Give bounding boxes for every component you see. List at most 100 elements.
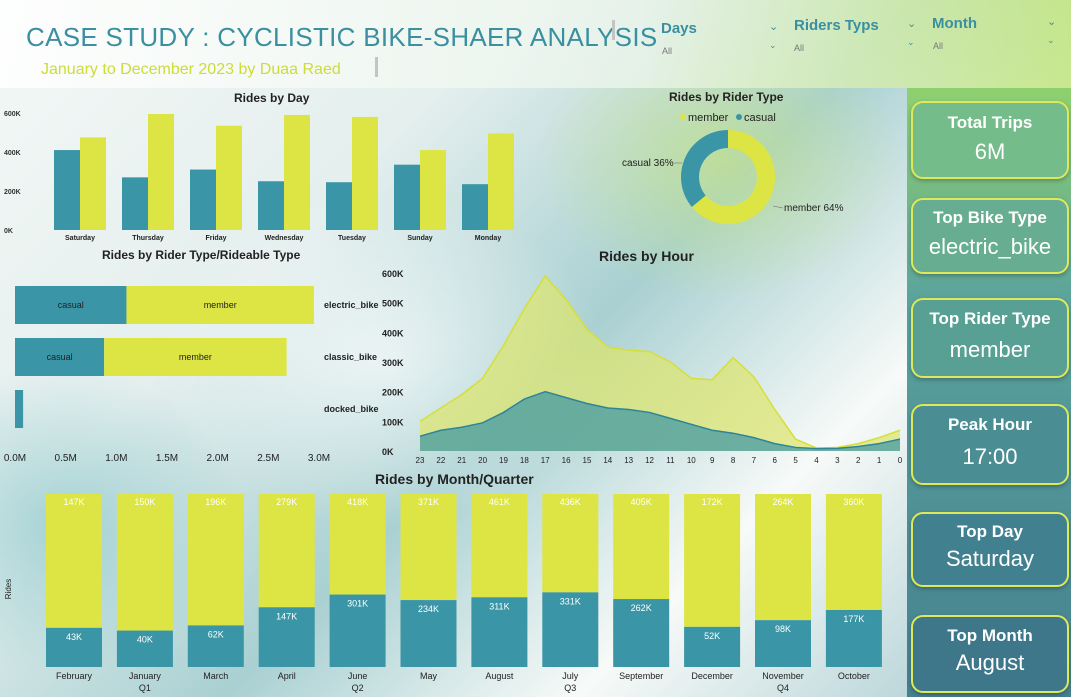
bar-member (352, 116, 378, 230)
y-tick-label: 100K (382, 417, 404, 427)
slicer-riders-type-value[interactable]: All (794, 43, 805, 53)
slicer-days-label: Days (661, 20, 697, 37)
bar-member (104, 338, 287, 376)
legend-swatch-member (680, 114, 686, 120)
slicer-riders-type[interactable]: Riders Typs All ⌄ ⌄ (794, 17, 916, 57)
x-tick-label: 14 (603, 456, 612, 465)
data-label-member: 371K (418, 497, 439, 507)
x-tick-label: 13 (624, 456, 633, 465)
header-band (0, 0, 1071, 88)
bar-member (80, 137, 106, 230)
slicer-days[interactable]: Days All ⌄ ⌄ (661, 20, 781, 60)
chevron-down-icon[interactable]: ⌄ (907, 37, 915, 47)
data-label-member: 418K (347, 497, 368, 507)
x-tick-label: Friday (205, 235, 226, 242)
kpi-panel (907, 88, 1071, 697)
bar-casual (825, 609, 882, 667)
kpi-top-rider-type: Top Rider Type member (911, 298, 1069, 378)
y-tick-label: 200K (4, 189, 21, 196)
chart-title-rider-rideable: Rides by Rider Type/Rideable Type (102, 248, 301, 262)
y-tick-label: docked_bike (324, 404, 379, 414)
title-divider (612, 20, 615, 40)
quarter-label: Q3 (564, 683, 576, 693)
data-label-casual: 98K (775, 624, 791, 634)
data-label-casual: 147K (276, 611, 297, 621)
chevron-down-icon[interactable]: ⌄ (769, 40, 777, 50)
legend-swatch-casual (736, 114, 742, 120)
y-tick-label: 200K (382, 388, 404, 398)
bar-member (46, 494, 102, 628)
chevron-down-icon[interactable]: ⌄ (907, 18, 917, 30)
y-tick-label: 0K (4, 228, 13, 235)
y-tick-label: 0K (382, 447, 394, 457)
data-label-member: 172K (702, 497, 723, 507)
y-axis-label: Rides (4, 579, 13, 599)
data-label-member: 279K (276, 497, 297, 507)
bar-casual (326, 182, 352, 230)
bar-casual (15, 286, 127, 324)
bar-member (216, 125, 242, 230)
bar-casual (258, 181, 284, 230)
legend-label-member: member (688, 112, 729, 124)
y-tick-label: 400K (4, 150, 21, 157)
slicer-month[interactable]: Month All ⌄ ⌄ (932, 15, 1060, 55)
bar-member (258, 494, 315, 608)
subtitle-divider (375, 57, 378, 77)
bar-casual (400, 600, 457, 667)
kpi-title: Top Bike Type (933, 208, 1047, 227)
data-label-casual: 234K (418, 604, 439, 614)
bar-member (755, 494, 811, 621)
pie-slice-casual (681, 130, 728, 207)
bar-member (126, 286, 314, 324)
x-tick-label: February (56, 671, 93, 681)
bar-member (284, 114, 310, 230)
bar-casual (122, 177, 148, 230)
label-leader-member (772, 205, 784, 209)
x-tick-label: January (129, 671, 162, 681)
kpi-value: 6M (974, 139, 1006, 164)
x-tick-label: 4 (814, 456, 819, 465)
x-tick-label: July (562, 671, 579, 681)
x-tick-label: 2.5M (257, 453, 279, 464)
bar-casual (684, 626, 741, 667)
bar-member (488, 133, 514, 230)
x-tick-label: Sunday (407, 235, 432, 242)
kpi-title: Peak Hour (947, 415, 1033, 434)
chevron-down-icon[interactable]: ⌄ (1047, 35, 1055, 45)
bar-casual (46, 627, 102, 667)
y-tick-label: 400K (382, 328, 404, 338)
quarter-label: Q2 (352, 683, 364, 693)
bar-member (148, 113, 174, 230)
chart-rides-by-rider-type: member casual member 64% casual 36% (622, 112, 844, 224)
chevron-down-icon[interactable]: ⌄ (1047, 16, 1057, 28)
slicer-month-value[interactable]: All (933, 41, 944, 51)
x-tick-label: 17 (541, 456, 550, 465)
x-tick-label: 18 (520, 456, 529, 465)
chevron-down-icon[interactable]: ⌄ (769, 21, 779, 33)
quarter-label: Q1 (139, 683, 151, 693)
bar-casual (190, 169, 216, 230)
bar-casual (462, 184, 488, 230)
bar-casual (542, 592, 599, 667)
x-tick-label: 2 (856, 456, 861, 465)
bar-casual (258, 607, 315, 667)
data-label-member: 461K (489, 497, 510, 507)
data-label-member: 405K (631, 497, 652, 507)
y-tick-label: electric_bike (324, 300, 379, 310)
slicer-riders-type-label: Riders Typs (794, 17, 879, 34)
bar-casual (329, 594, 386, 667)
bar-label-casual: casual (47, 352, 73, 362)
bar-casual (394, 164, 420, 230)
bar-member (825, 494, 882, 610)
bar-casual (187, 625, 244, 667)
chart-title-rides-by-rider-type: Rides by Rider Type (669, 90, 784, 104)
bar-label-member: member (179, 352, 212, 362)
y-tick-label: 300K (382, 358, 404, 368)
kpi-title: Top Day (957, 522, 1023, 541)
x-tick-label: 8 (731, 456, 736, 465)
slicer-days-value[interactable]: All (662, 46, 673, 56)
data-label-member: 264K (772, 497, 793, 507)
bar-member (329, 494, 386, 595)
pie-slice-member (691, 130, 775, 224)
